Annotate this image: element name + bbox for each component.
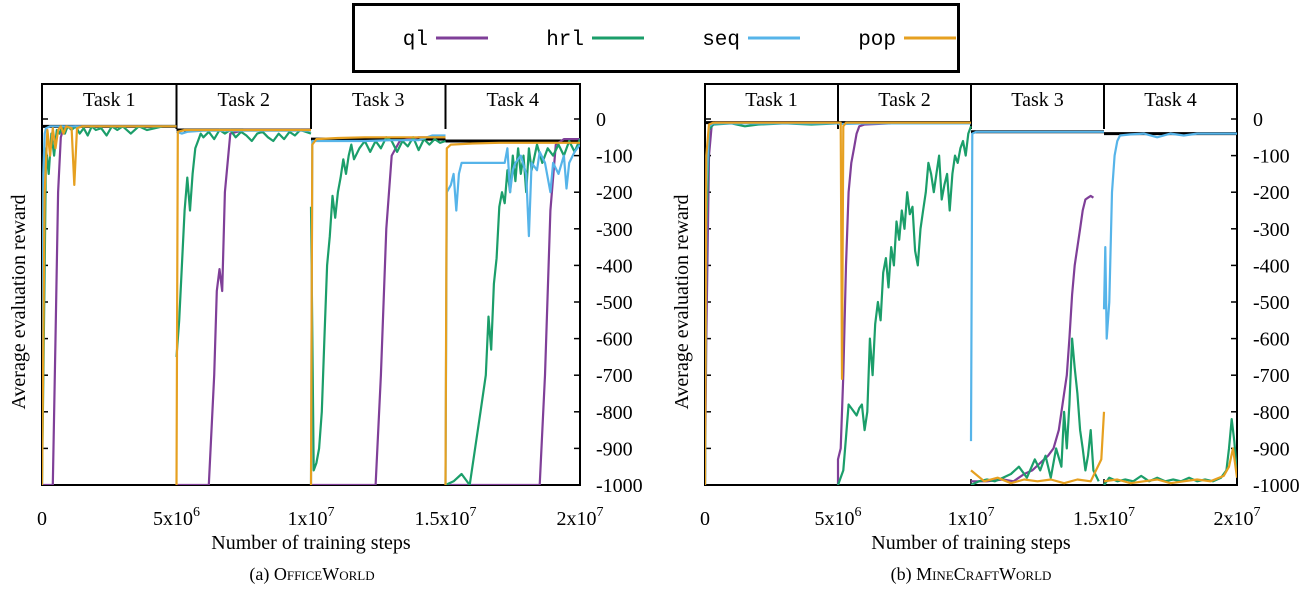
series-line-pop [42, 125, 580, 485]
task-label: Task 3 [1011, 89, 1063, 111]
legend: ql hrl seq pop [352, 3, 960, 73]
y-tick-label: -400 [1253, 255, 1290, 277]
x-axis-label: Number of training steps [871, 532, 1071, 554]
y-tick-label: -900 [596, 438, 633, 460]
series-line-seq [705, 122, 1237, 485]
x-tick-label: 1x107 [288, 505, 335, 530]
x-axis-label: Number of training steps [211, 532, 411, 554]
y-tick-label: -600 [1253, 329, 1290, 351]
series-group [42, 125, 580, 485]
x-tick-label: 1x107 [948, 505, 995, 530]
legend-label-pop: pop [858, 29, 896, 52]
y-tick-label: -1000 [596, 475, 643, 497]
panel-caption: (a) OFFICEWORLD [249, 564, 374, 585]
y-tick-label: -500 [596, 292, 633, 314]
panel-officeworld: Task 1 Task 2 Task 3 Task 4 0 -100 -200 -300 -40… [8, 83, 643, 585]
y-tick-label: -800 [596, 402, 633, 424]
y-tick-label: -200 [1253, 182, 1290, 204]
task-label: Task 2 [218, 89, 270, 111]
y-axis-label: Average evaluation reward [671, 194, 693, 409]
legend-label-ql: ql [403, 29, 428, 52]
y-tick-label: -300 [1253, 219, 1290, 241]
task-label: Task 1 [83, 89, 135, 111]
task-label: Task 4 [1144, 89, 1196, 111]
panel-minecraftworld: Task 1 Task 2 Task 3 Task 4 0 -100 -200 -300 -40… [671, 83, 1300, 585]
y-axis-label: Average evaluation reward [8, 194, 30, 409]
x-tick-label: 1.5x107 [415, 505, 477, 530]
y-tick-label: -1000 [1253, 475, 1300, 497]
y-tick-label: -900 [1253, 438, 1290, 460]
y-tick-label: -100 [1253, 146, 1290, 168]
x-tick-label: 1.5x107 [1073, 505, 1135, 530]
series-line-ql [705, 121, 1095, 485]
y-tick-label: -700 [596, 365, 633, 387]
series-line-hrl [705, 122, 1237, 485]
y-tick-label: -700 [1253, 365, 1290, 387]
x-tick-label: 5x106 [153, 505, 200, 530]
y-tick-label: -200 [596, 182, 633, 204]
y-tick-label: -600 [596, 329, 633, 351]
x-tick-label: 0 [37, 508, 47, 530]
y-tick-label: -400 [596, 255, 633, 277]
y-tick-label: 0 [596, 109, 606, 131]
task-label: Task 4 [487, 89, 539, 111]
task-label: Task 2 [878, 89, 930, 111]
legend-label-hrl: hrl [546, 29, 584, 52]
y-tick-label: -500 [1253, 292, 1290, 314]
legend-label-seq: seq [702, 29, 740, 52]
x-tick-label: 0 [700, 508, 710, 530]
x-tick-label: 2x107 [557, 505, 604, 530]
task-label: Task 1 [745, 89, 797, 111]
x-tick-label: 2x107 [1214, 505, 1261, 530]
series-line-pop [705, 121, 1237, 485]
series-group [705, 121, 1237, 485]
y-tick-label: 0 [1253, 109, 1263, 131]
y-tick-label: -800 [1253, 402, 1290, 424]
y-tick-label: -100 [596, 146, 633, 168]
panel-caption: (b) MINECRAFTWORLD [891, 564, 1052, 585]
x-tick-label: 5x106 [815, 505, 862, 530]
y-tick-label: -300 [596, 219, 633, 241]
task-label: Task 3 [352, 89, 404, 111]
